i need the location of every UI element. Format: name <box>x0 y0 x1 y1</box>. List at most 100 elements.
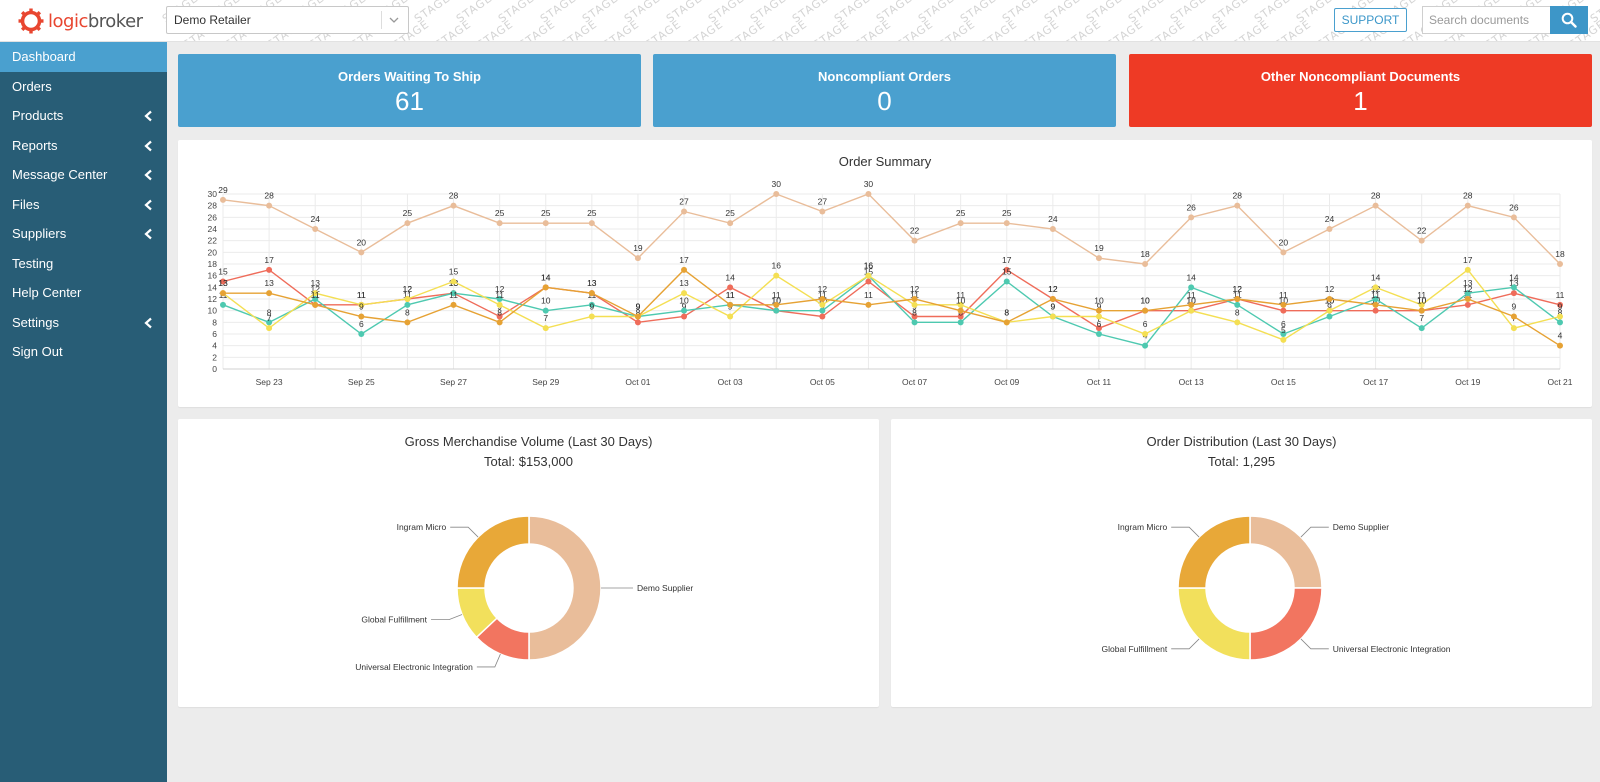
data-point[interactable] <box>1280 301 1287 308</box>
data-point[interactable] <box>1003 319 1010 326</box>
data-point[interactable] <box>496 301 503 308</box>
data-point[interactable] <box>911 301 918 308</box>
data-point[interactable] <box>1510 290 1517 297</box>
orders-waiting-card[interactable]: Orders Waiting To Ship 61 <box>178 54 641 127</box>
logicbroker-logo[interactable]: logicbroker <box>18 7 143 35</box>
data-point[interactable] <box>1418 325 1425 332</box>
sidebar-item-reports[interactable]: Reports <box>0 131 167 161</box>
data-point[interactable] <box>1188 284 1195 291</box>
data-point[interactable] <box>1464 290 1471 297</box>
sidebar-item-files[interactable]: Files <box>0 190 167 220</box>
data-point[interactable] <box>1510 284 1517 291</box>
data-point[interactable] <box>450 290 457 297</box>
data-point[interactable] <box>634 319 641 326</box>
data-point[interactable] <box>1372 202 1379 209</box>
data-point[interactable] <box>496 220 503 227</box>
data-point[interactable] <box>1372 284 1379 291</box>
data-point[interactable] <box>773 301 780 308</box>
data-point[interactable] <box>1142 261 1149 267</box>
data-point[interactable] <box>312 226 319 232</box>
data-point[interactable] <box>1234 296 1241 302</box>
sidebar-item-settings[interactable]: Settings <box>0 308 167 338</box>
data-point[interactable] <box>542 284 549 291</box>
data-point[interactable] <box>450 278 457 285</box>
data-point[interactable] <box>588 290 595 297</box>
data-point[interactable] <box>496 319 503 326</box>
data-point[interactable] <box>1142 307 1149 314</box>
data-point[interactable] <box>220 290 226 297</box>
data-point[interactable] <box>358 313 365 320</box>
data-point[interactable] <box>865 191 872 197</box>
data-point[interactable] <box>911 296 918 302</box>
data-point[interactable] <box>1372 296 1379 302</box>
data-point[interactable] <box>1095 325 1102 332</box>
data-point[interactable] <box>727 313 734 320</box>
data-point[interactable] <box>1280 307 1287 314</box>
data-point[interactable] <box>542 307 549 314</box>
sidebar-item-message-center[interactable]: Message Center <box>0 160 167 190</box>
data-point[interactable] <box>1510 313 1517 320</box>
data-point[interactable] <box>727 301 734 308</box>
data-point[interactable] <box>773 307 780 314</box>
data-point[interactable] <box>404 220 411 227</box>
data-point[interactable] <box>773 191 780 197</box>
data-point[interactable] <box>1188 307 1195 314</box>
data-point[interactable] <box>1188 301 1195 308</box>
data-point[interactable] <box>1280 336 1287 343</box>
data-point[interactable] <box>450 301 457 308</box>
data-point[interactable] <box>220 278 226 285</box>
data-point[interactable] <box>1003 278 1010 285</box>
data-point[interactable] <box>819 296 826 302</box>
data-point[interactable] <box>312 290 319 297</box>
data-point[interactable] <box>1188 214 1195 221</box>
data-point[interactable] <box>1049 296 1056 302</box>
data-point[interactable] <box>1372 301 1379 308</box>
data-point[interactable] <box>266 325 273 332</box>
data-point[interactable] <box>1234 301 1241 308</box>
data-point[interactable] <box>1049 226 1056 232</box>
sidebar-item-help-center[interactable]: Help Center <box>0 278 167 308</box>
sidebar-item-dashboard[interactable]: Dashboard <box>0 42 167 72</box>
data-point[interactable] <box>1464 301 1471 308</box>
data-point[interactable] <box>1280 249 1287 256</box>
data-point[interactable] <box>957 319 964 326</box>
data-point[interactable] <box>1095 331 1102 337</box>
data-point[interactable] <box>404 301 411 308</box>
data-point[interactable] <box>1510 214 1517 221</box>
data-point[interactable] <box>634 313 641 320</box>
data-point[interactable] <box>819 208 826 215</box>
data-point[interactable] <box>865 301 872 308</box>
data-point[interactable] <box>1557 342 1563 349</box>
data-point[interactable] <box>1464 296 1471 302</box>
data-point[interactable] <box>819 301 826 308</box>
data-point[interactable] <box>911 313 918 320</box>
search-button[interactable] <box>1550 6 1588 34</box>
data-point[interactable] <box>266 202 273 209</box>
data-point[interactable] <box>358 331 365 337</box>
data-point[interactable] <box>1095 313 1102 320</box>
data-point[interactable] <box>588 313 595 320</box>
data-point[interactable] <box>358 249 365 256</box>
data-point[interactable] <box>266 319 273 326</box>
data-point[interactable] <box>819 313 826 320</box>
data-point[interactable] <box>312 301 319 308</box>
data-point[interactable] <box>911 319 918 326</box>
data-point[interactable] <box>1049 313 1056 320</box>
data-point[interactable] <box>1142 331 1149 337</box>
data-point[interactable] <box>1418 307 1425 314</box>
data-point[interactable] <box>1464 266 1471 273</box>
data-point[interactable] <box>1095 255 1102 262</box>
data-point[interactable] <box>911 237 918 244</box>
data-point[interactable] <box>1095 307 1102 314</box>
data-point[interactable] <box>957 220 964 227</box>
other-noncompliant-card[interactable]: Other Noncompliant Documents 1 <box>1129 54 1592 127</box>
data-point[interactable] <box>1326 226 1333 232</box>
data-point[interactable] <box>1003 266 1010 273</box>
data-point[interactable] <box>957 307 964 314</box>
data-point[interactable] <box>496 313 503 320</box>
data-point[interactable] <box>404 319 411 326</box>
data-point[interactable] <box>1234 202 1241 209</box>
data-point[interactable] <box>312 296 319 302</box>
data-point[interactable] <box>358 301 365 308</box>
data-point[interactable] <box>1326 296 1333 302</box>
